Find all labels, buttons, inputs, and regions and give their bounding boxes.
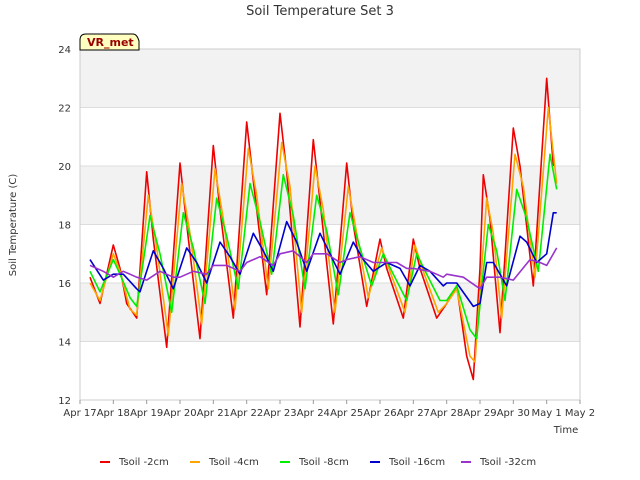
series-line-4: [89, 247, 558, 290]
x-tick-label: Apr 27: [397, 408, 430, 419]
legend: Tsoil -2cm Tsoil -4cm Tsoil -8cm Tsoil -16c…: [100, 457, 536, 468]
x-tick-label: Apr 18: [97, 408, 130, 419]
x-tick-label: May 1: [532, 408, 562, 419]
y-tick-label: 22: [58, 104, 71, 115]
x-tick-label: Apr 24: [297, 408, 330, 419]
x-tick-label: Apr 22: [230, 408, 263, 419]
x-axis-label: Time: [553, 425, 578, 436]
vr-met-badge-box: [79, 33, 140, 51]
y-tick-label: 18: [58, 221, 71, 232]
legend-item: Tsoil -32cm: [461, 457, 536, 468]
legend-item: Tsoil -2cm: [100, 457, 169, 468]
x-tick-label: Apr 28: [430, 408, 463, 419]
y-tick-label: 24: [58, 45, 71, 56]
legend-label: Tsoil -16cm: [388, 457, 445, 468]
legend-label: Tsoil -2cm: [118, 457, 169, 468]
series-line-2: [89, 153, 558, 340]
grid-band: [80, 166, 580, 225]
y-axis-label: Soil Temperature (C): [8, 174, 19, 277]
series-line-3: [89, 212, 557, 308]
legend-item: Tsoil -4cm: [190, 457, 259, 468]
plot-area: [79, 48, 581, 401]
chart-title: Soil Temperature Set 3: [246, 4, 394, 19]
series-line-1: [89, 106, 558, 363]
x-tick-label: Apr 20: [163, 408, 196, 419]
legend-label: Tsoil -4cm: [208, 457, 259, 468]
x-tick-label: Apr 26: [363, 408, 396, 419]
x-axis: Apr 17 Apr 18 Apr 19 Apr 20 Apr 21 Apr 22 Apr …: [63, 400, 595, 419]
x-tick-label: Apr 19: [130, 408, 163, 419]
x-tick-label: Apr 23: [263, 408, 296, 419]
y-tick-label: 12: [58, 396, 71, 407]
legend-label: Tsoil -8cm: [298, 457, 349, 468]
vr-met-badge: VR_met: [79, 33, 140, 51]
x-tick-label: Apr 21: [197, 408, 230, 419]
x-tick-label: Apr 17: [63, 408, 96, 419]
legend-item: Tsoil -16cm: [370, 457, 445, 468]
grid-band: [80, 49, 580, 108]
series-lines: [89, 77, 558, 381]
y-axis: 12 14 16 18 20 22 24: [58, 45, 71, 407]
x-tick-label: Apr 30: [497, 408, 530, 419]
vr-met-label: VR_met: [87, 36, 134, 49]
y-tick-label: 14: [58, 338, 71, 349]
series-line-0: [89, 77, 555, 381]
x-tick-label: Apr 29: [463, 408, 496, 419]
x-tick-label: May 2: [565, 408, 595, 419]
y-tick-label: 20: [58, 162, 71, 173]
x-tick-label: Apr 25: [330, 408, 363, 419]
legend-item: Tsoil -8cm: [280, 457, 349, 468]
legend-label: Tsoil -32cm: [479, 457, 536, 468]
y-tick-label: 16: [58, 279, 71, 290]
